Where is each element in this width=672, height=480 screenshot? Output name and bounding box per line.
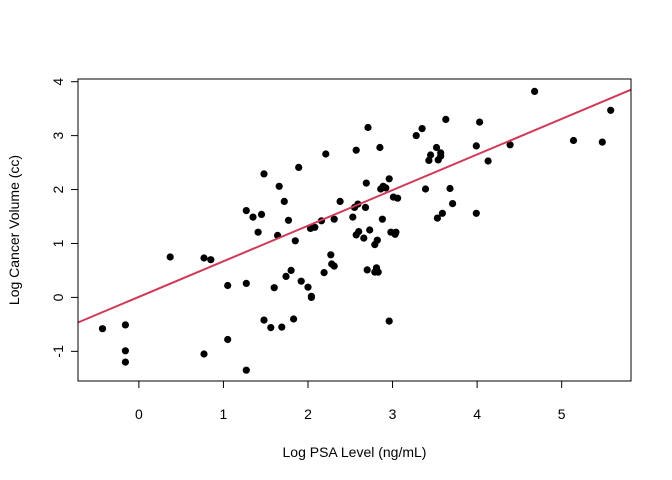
data-point xyxy=(484,157,492,165)
data-point xyxy=(421,185,430,193)
data-point xyxy=(98,325,107,333)
data-point xyxy=(394,194,402,202)
data-point xyxy=(412,132,420,140)
data-point xyxy=(297,277,305,285)
y-axis: -1 0 1 2 3 4 xyxy=(50,78,79,358)
data-point xyxy=(366,226,374,234)
data-point xyxy=(425,156,433,164)
data-point xyxy=(224,281,232,290)
data-point xyxy=(336,197,344,205)
data-point xyxy=(260,170,268,178)
data-point xyxy=(360,234,368,242)
data-point xyxy=(352,146,360,154)
data-point xyxy=(242,366,250,374)
x-axis-title: Log PSA Level (ng/mL) xyxy=(283,444,427,460)
data-point xyxy=(257,210,266,218)
data-point xyxy=(569,136,578,145)
data-point xyxy=(382,184,390,192)
data-point xyxy=(607,106,615,114)
data-point xyxy=(476,118,484,126)
data-point xyxy=(282,272,290,280)
data-point xyxy=(270,284,278,292)
data-point xyxy=(472,209,480,217)
data-points xyxy=(98,87,615,374)
regression-line xyxy=(77,88,632,324)
data-point xyxy=(330,262,338,270)
data-point xyxy=(376,143,384,152)
data-point xyxy=(472,142,480,150)
data-point xyxy=(121,358,129,366)
data-point xyxy=(320,269,328,277)
data-point xyxy=(291,237,299,245)
data-point xyxy=(531,87,539,95)
x-axis: 0 1 2 3 4 5 xyxy=(135,380,566,422)
data-point xyxy=(362,179,370,187)
data-point xyxy=(432,143,441,152)
y-tick-label: 2 xyxy=(50,185,66,193)
data-point xyxy=(392,228,400,236)
y-tick-label: -1 xyxy=(50,345,66,358)
data-point xyxy=(361,203,370,211)
data-point xyxy=(121,321,129,329)
data-point xyxy=(304,283,312,291)
data-point xyxy=(121,347,129,355)
x-tick-label: 0 xyxy=(135,406,143,422)
data-point xyxy=(364,123,372,132)
x-tick-label: 2 xyxy=(304,406,312,422)
x-tick-label: 1 xyxy=(220,406,228,422)
data-point xyxy=(442,115,450,123)
data-point xyxy=(418,125,426,133)
data-point xyxy=(224,335,232,344)
data-point xyxy=(280,197,288,205)
data-point xyxy=(284,216,293,224)
data-point xyxy=(207,256,215,264)
data-point xyxy=(200,350,208,358)
data-point xyxy=(327,251,335,259)
data-point xyxy=(433,214,441,222)
data-point xyxy=(330,215,338,223)
data-point xyxy=(275,182,283,190)
data-point xyxy=(278,323,286,331)
y-tick-label: 0 xyxy=(50,293,66,301)
data-point xyxy=(374,268,382,276)
x-tick-label: 4 xyxy=(473,406,481,422)
data-point xyxy=(311,223,319,231)
data-point xyxy=(437,152,445,160)
y-axis-title: Log Cancer Volume (cc) xyxy=(6,155,22,305)
y-tick-label: 1 xyxy=(50,239,66,247)
data-point xyxy=(373,236,381,244)
data-point xyxy=(427,151,435,159)
data-point xyxy=(295,163,303,171)
data-point xyxy=(242,207,250,215)
data-point xyxy=(438,209,446,217)
data-point xyxy=(267,324,275,332)
data-point xyxy=(449,200,457,208)
data-point xyxy=(249,213,257,221)
data-point xyxy=(355,228,363,236)
data-point xyxy=(363,266,371,274)
y-tick-label: 4 xyxy=(50,78,66,86)
data-point xyxy=(287,266,295,274)
data-point xyxy=(598,138,606,146)
data-point xyxy=(254,228,262,236)
y-tick-label: 3 xyxy=(50,132,66,140)
data-point xyxy=(290,315,298,323)
x-tick-label: 5 xyxy=(558,406,566,422)
data-point xyxy=(506,141,514,149)
data-point xyxy=(166,253,174,261)
data-point xyxy=(260,316,268,324)
data-point xyxy=(385,317,393,325)
x-tick-label: 3 xyxy=(389,406,397,422)
data-point xyxy=(349,213,357,221)
data-point xyxy=(242,279,250,287)
data-point xyxy=(200,254,208,262)
data-point xyxy=(378,215,386,223)
data-point xyxy=(322,150,330,158)
data-point xyxy=(307,292,315,300)
data-point xyxy=(446,184,454,193)
data-point xyxy=(385,175,393,183)
